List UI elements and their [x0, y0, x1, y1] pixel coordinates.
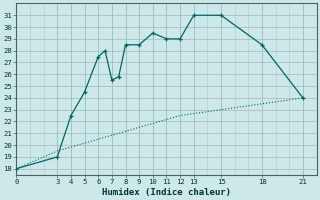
X-axis label: Humidex (Indice chaleur): Humidex (Indice chaleur)	[102, 188, 231, 197]
